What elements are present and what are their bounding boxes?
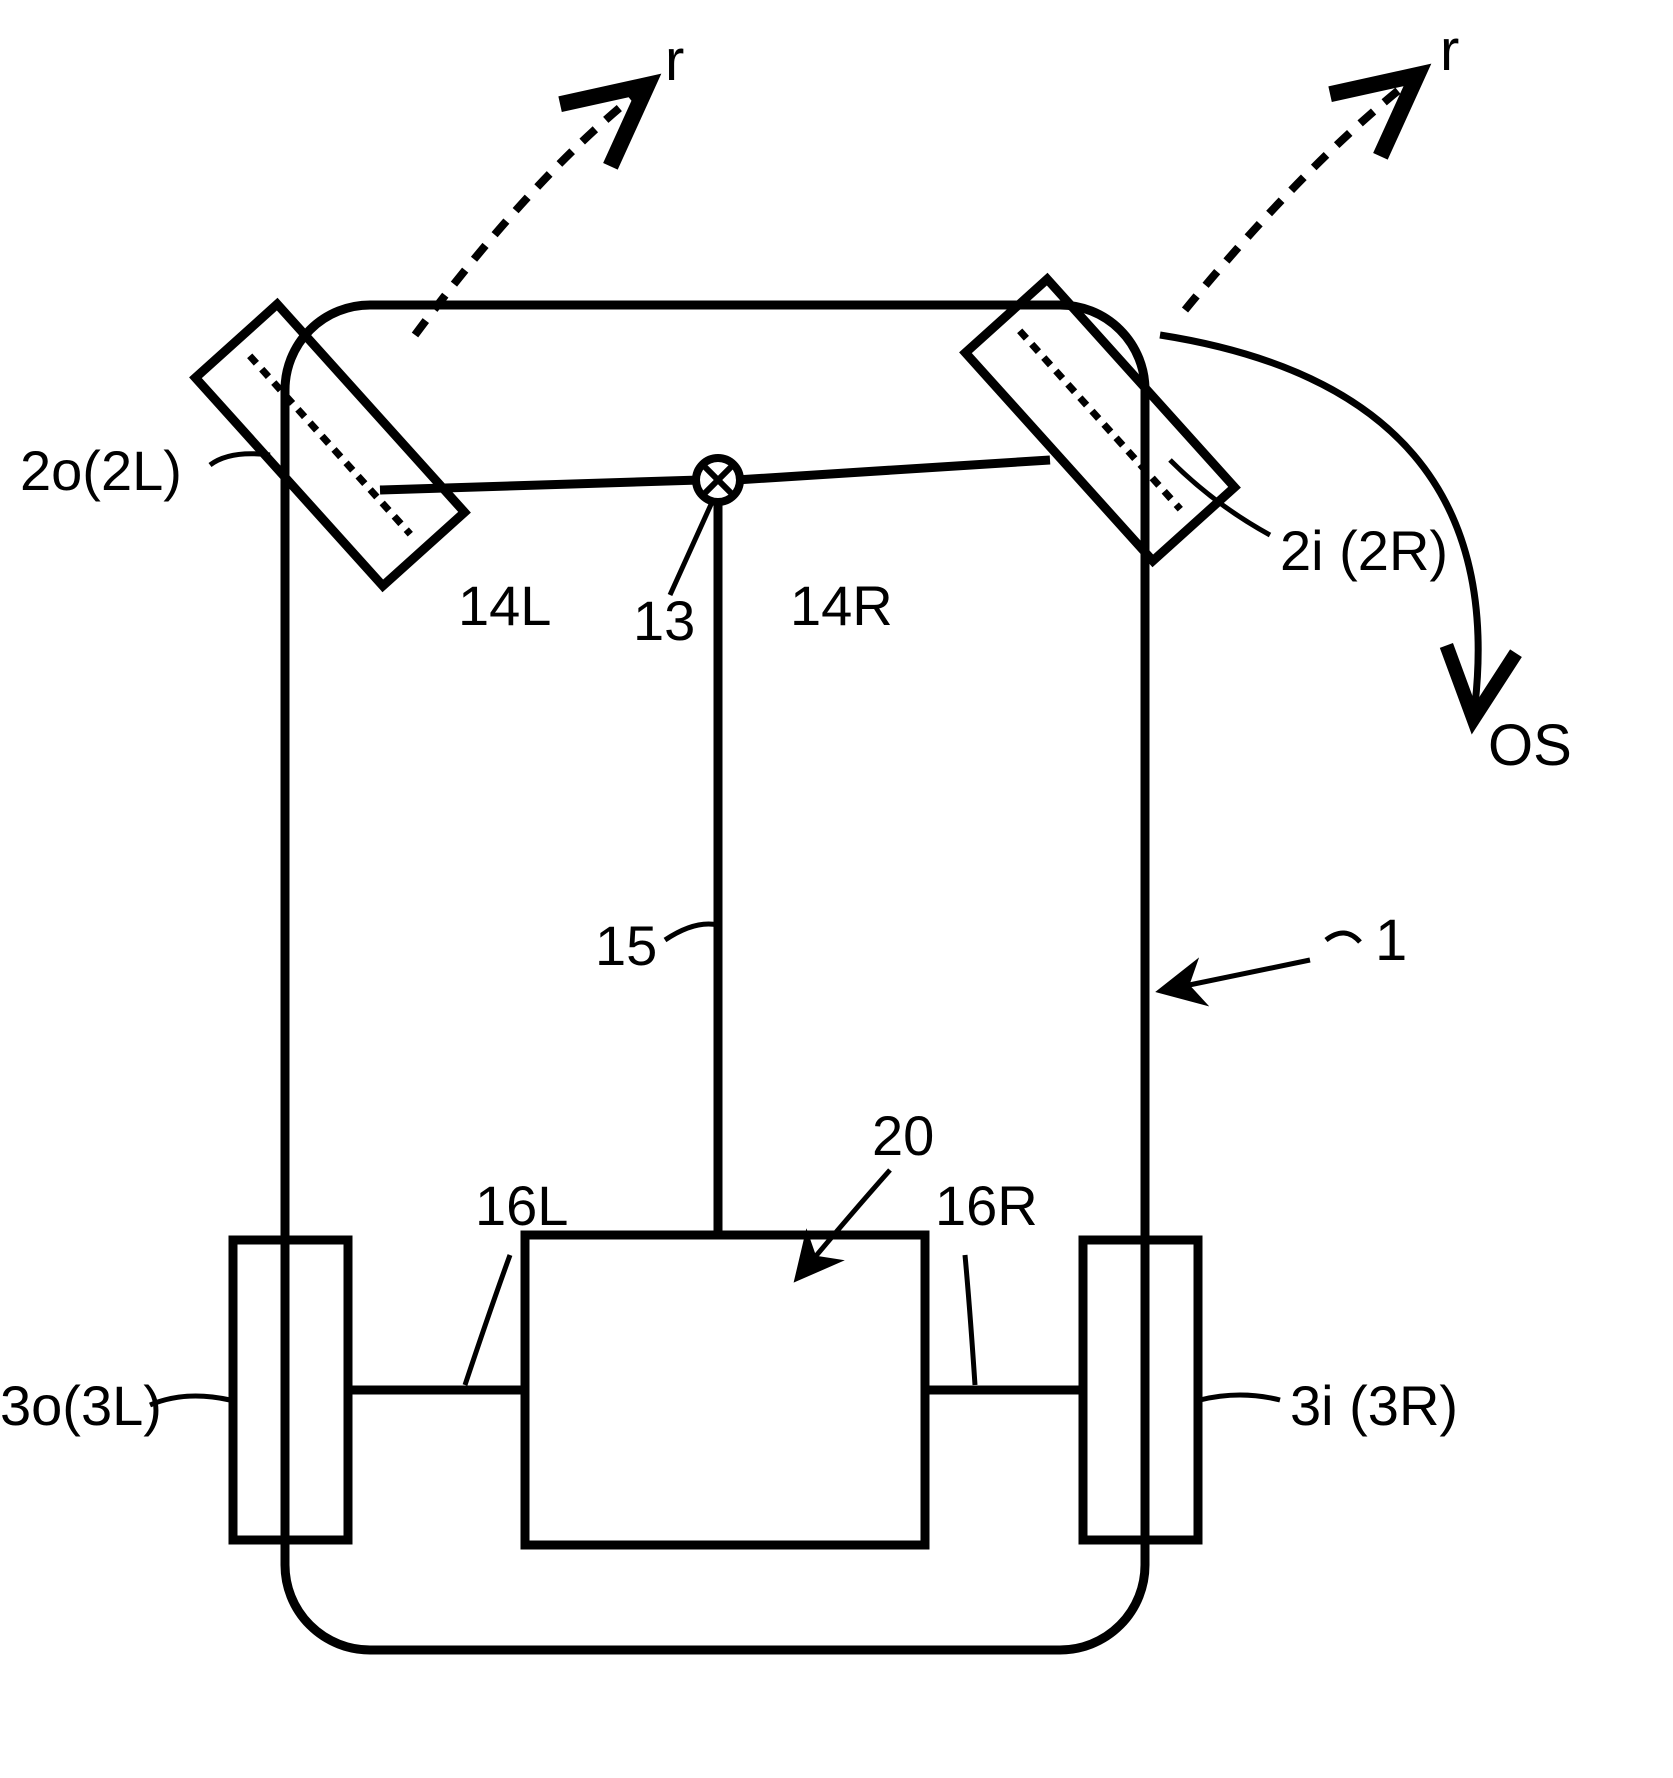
vehicle-schematic: r r 2o(2L) 2i (2R) 14L 13 14R OS 15 1 16…: [0, 0, 1673, 1778]
leader-16L: [465, 1255, 510, 1385]
label-13: 13: [633, 589, 695, 652]
label-1: 1: [1375, 908, 1407, 973]
trajectory-left: [415, 95, 635, 335]
wheel-rear-left: [233, 1240, 348, 1540]
leader-1-wave: [1326, 933, 1360, 942]
leader-13: [670, 500, 713, 595]
label-r-right: r: [1440, 18, 1459, 83]
label-2i: 2i (2R): [1280, 519, 1448, 582]
label-20: 20: [872, 1104, 934, 1167]
leader-1: [1165, 960, 1310, 990]
leader-16R: [965, 1255, 975, 1385]
wheel-front-right: [965, 279, 1234, 561]
label-16R: 16R: [935, 1174, 1038, 1237]
label-OS: OS: [1488, 713, 1572, 778]
label-3o: 3o(3L): [0, 1374, 162, 1437]
shaft-14L: [380, 480, 700, 490]
wheel-front-left: [195, 304, 464, 586]
leader-3i: [1200, 1395, 1280, 1400]
label-2o: 2o(2L): [20, 439, 182, 502]
shaft-14R: [736, 460, 1050, 480]
label-14L: 14L: [458, 574, 551, 637]
rear-unit: [525, 1235, 925, 1545]
leader-20: [800, 1170, 890, 1275]
leader-15: [665, 924, 718, 940]
label-15: 15: [595, 914, 657, 977]
leader-2o: [210, 454, 270, 465]
label-16L: 16L: [475, 1174, 568, 1237]
label-3i: 3i (3R): [1290, 1374, 1458, 1437]
trajectory-right: [1185, 85, 1405, 310]
label-14R: 14R: [790, 574, 893, 637]
leader-3o: [150, 1396, 230, 1405]
label-r-left: r: [665, 28, 684, 93]
